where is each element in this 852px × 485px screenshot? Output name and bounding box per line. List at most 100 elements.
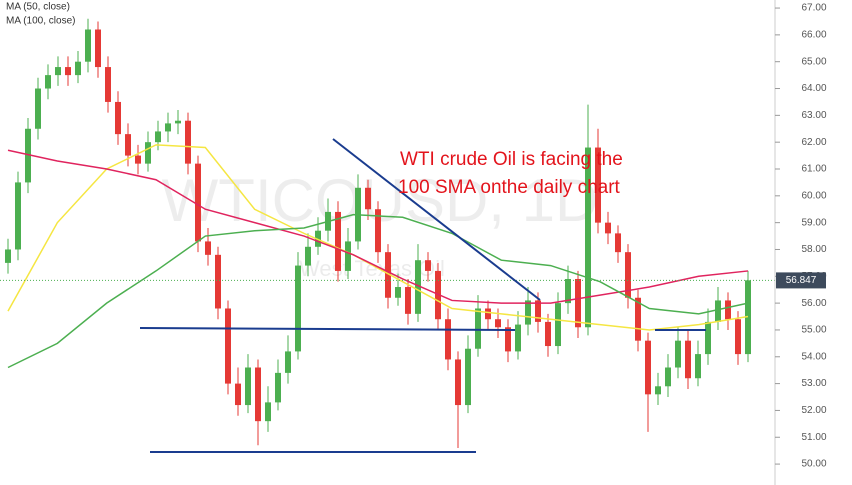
candle-body — [105, 67, 111, 102]
moving-average — [7, 149, 749, 304]
legend-entry: MA (50, close) — [6, 2, 70, 13]
candle-body — [675, 340, 681, 368]
y-tick-label: 61.00 — [801, 164, 826, 175]
candle-body — [705, 321, 711, 355]
candle-body — [625, 252, 631, 298]
candle-body — [115, 101, 121, 135]
candle-body — [195, 163, 201, 242]
candle-body — [75, 61, 81, 76]
y-tick-label: 64.00 — [801, 83, 826, 94]
candle-body — [265, 402, 271, 422]
moving-average — [7, 144, 749, 331]
candle-body — [615, 233, 621, 253]
candle-body — [145, 142, 151, 164]
candle-body — [15, 182, 21, 250]
candle-body — [385, 252, 391, 298]
y-tick-label: 54.00 — [801, 351, 826, 362]
candle-body — [595, 147, 601, 223]
candle-body — [655, 386, 661, 395]
candle-body — [505, 327, 511, 352]
candle-body — [335, 211, 341, 271]
candle-body — [365, 187, 371, 210]
candle-body — [585, 147, 591, 328]
candle-body — [605, 222, 611, 234]
candle-body — [275, 372, 281, 403]
y-tick-label: 51.00 — [801, 432, 826, 443]
candle-body — [65, 67, 71, 76]
candle-body — [395, 287, 401, 298]
candle-body — [245, 367, 251, 406]
legend-entry: MA (100, close) — [6, 16, 75, 27]
candle-body — [405, 287, 411, 314]
candle-body — [425, 260, 431, 271]
candle-body — [715, 300, 721, 322]
candle-body — [645, 340, 651, 395]
candle-body — [535, 300, 541, 322]
candle-body — [35, 88, 41, 129]
candle-body — [85, 29, 91, 62]
support-line — [139, 327, 516, 331]
candle-body — [295, 265, 301, 352]
candle-body — [125, 134, 131, 156]
candle-body — [205, 241, 211, 255]
last-price-box — [776, 272, 826, 289]
candle-body — [375, 209, 381, 253]
y-tick-label: 56.00 — [801, 298, 826, 309]
drawings — [139, 138, 706, 453]
y-tick-label: 63.00 — [801, 110, 826, 121]
candle-body — [665, 367, 671, 387]
y-tick-label: 62.00 — [801, 137, 826, 148]
candle-body — [255, 367, 261, 422]
annotation: WTI crude Oil is facing the — [400, 149, 623, 170]
candle-body — [685, 340, 691, 379]
candle-body — [545, 321, 551, 347]
candle-body — [215, 254, 221, 309]
candle-body — [565, 278, 571, 304]
candle-body — [735, 319, 741, 355]
watermark-desc: West Texas Oil — [299, 256, 445, 281]
y-tick-label: 60.00 — [801, 190, 826, 201]
candle-body — [175, 120, 181, 124]
candle-body — [25, 128, 31, 183]
candle-body — [555, 303, 561, 347]
candle-body — [725, 300, 731, 320]
y-tick-label: 50.00 — [801, 459, 826, 470]
candle-body — [525, 300, 531, 325]
candle-body — [305, 246, 311, 266]
y-tick-label: 67.00 — [801, 3, 826, 14]
candle-body — [95, 29, 101, 68]
candle-body — [135, 155, 141, 164]
candle-body — [165, 123, 171, 132]
candle-body — [635, 297, 641, 341]
candle-body — [445, 319, 451, 360]
candle-body — [155, 131, 161, 143]
y-tick-label: 65.00 — [801, 56, 826, 67]
candle-body — [515, 324, 521, 352]
candle-body — [475, 308, 481, 349]
candle-body — [345, 241, 351, 271]
candle-body — [695, 354, 701, 379]
candle-body — [185, 120, 191, 164]
y-tick-label: 59.00 — [801, 217, 826, 228]
moving-average — [7, 213, 749, 369]
candle-body — [55, 67, 61, 76]
last-price-label: 56.847 — [786, 275, 817, 286]
trend-line — [332, 138, 541, 301]
candle-body — [285, 351, 291, 373]
candle-body — [485, 308, 491, 320]
candle-body — [495, 319, 501, 328]
candle-body — [45, 75, 51, 89]
y-tick-label: 53.00 — [801, 378, 826, 389]
y-axis: 50.0051.0052.0053.0054.0055.0056.0057.00… — [775, 3, 827, 470]
candle-body — [5, 249, 11, 263]
plot-area — [0, 18, 775, 448]
candle-body — [225, 308, 231, 384]
candle-body — [455, 359, 461, 406]
candle-body — [465, 348, 471, 406]
y-tick-label: 66.00 — [801, 30, 826, 41]
candle-body — [415, 260, 421, 314]
y-tick-label: 58.00 — [801, 244, 826, 255]
y-tick-label: 55.00 — [801, 325, 826, 336]
